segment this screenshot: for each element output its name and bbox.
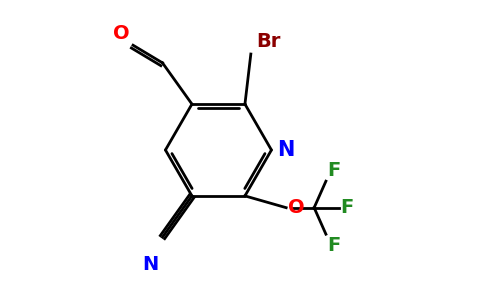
Text: N: N (277, 140, 294, 160)
Text: O: O (287, 198, 304, 217)
Text: F: F (327, 161, 341, 180)
Text: F: F (341, 198, 354, 217)
Text: O: O (113, 24, 130, 43)
Text: Br: Br (256, 32, 281, 51)
Text: N: N (143, 255, 159, 274)
Text: F: F (327, 236, 341, 255)
